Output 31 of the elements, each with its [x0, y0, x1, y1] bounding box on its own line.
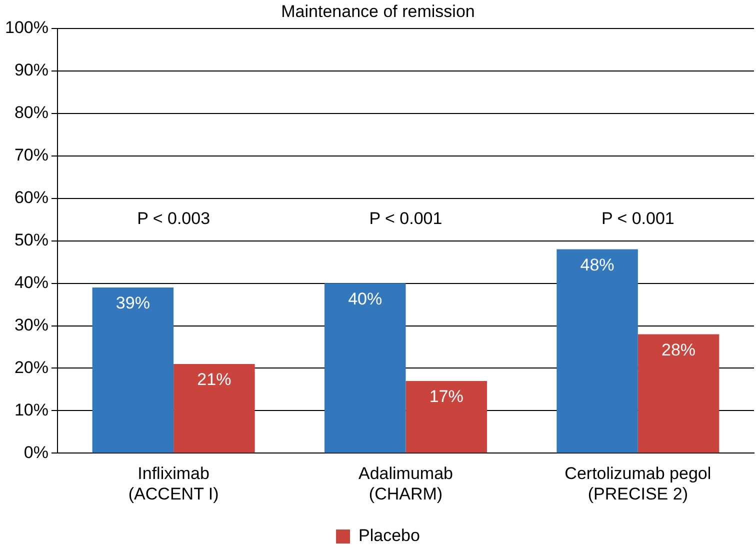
- data-label: 48%: [580, 255, 614, 274]
- y-tick-label: 90%: [14, 60, 48, 80]
- y-tick-label: 20%: [14, 358, 48, 377]
- y-tick-label: 40%: [14, 272, 48, 292]
- bar: [324, 283, 406, 453]
- bar: [638, 334, 720, 453]
- data-label: 40%: [348, 289, 382, 308]
- data-label: 28%: [662, 340, 696, 360]
- bar: [406, 380, 487, 453]
- y-tick-label: 60%: [14, 188, 48, 208]
- chart-title: Maintenance of remission: [281, 2, 475, 21]
- y-tick-label: 10%: [14, 400, 48, 420]
- y-tick-label: 50%: [14, 230, 48, 250]
- data-label: 21%: [197, 370, 232, 390]
- annotation: P < 0.001: [369, 209, 442, 228]
- bar: [556, 249, 638, 453]
- bar: [92, 288, 174, 453]
- x-tick-label: Infliximab (ACCENT I): [128, 464, 219, 504]
- y-tick-label: 0%: [24, 442, 48, 462]
- x-tick-label: Certolizumab pegol (PRECISE 2): [564, 464, 712, 504]
- y-tick-label: 100%: [4, 18, 48, 38]
- y-tick-label: 70%: [14, 146, 48, 165]
- annotation: P < 0.001: [601, 209, 674, 228]
- x-tick-label: Adalimumab (CHARM): [358, 464, 453, 504]
- legend-label: Placebo: [358, 526, 420, 546]
- y-tick-label: 30%: [14, 315, 48, 334]
- data-label: 17%: [429, 387, 464, 406]
- bar: [174, 364, 255, 453]
- annotation: P < 0.003: [137, 209, 210, 228]
- y-tick-label: 80%: [14, 103, 48, 122]
- data-label: 39%: [116, 294, 150, 313]
